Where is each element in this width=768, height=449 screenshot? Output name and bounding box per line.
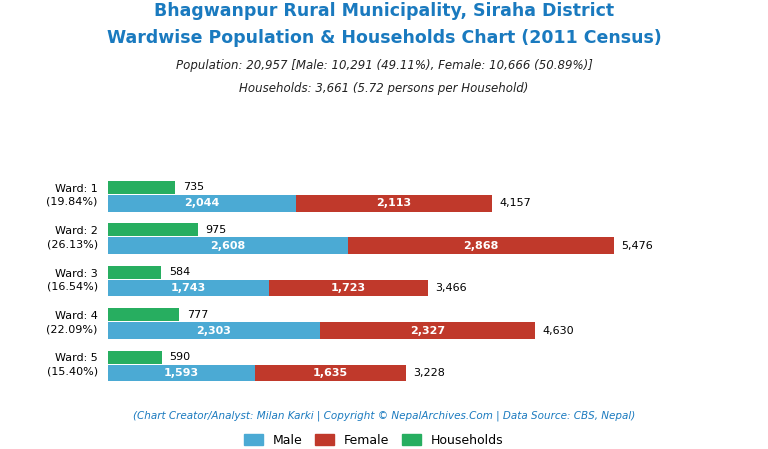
Text: 2,608: 2,608 [210,241,246,251]
Bar [108,181,175,194]
Text: 2,303: 2,303 [197,326,231,335]
Text: 1,743: 1,743 [170,283,206,293]
Text: 735: 735 [183,182,204,192]
Text: 2,044: 2,044 [184,198,220,208]
Bar [296,195,492,211]
Text: 1,635: 1,635 [313,368,348,378]
Text: Households: 3,661 (5.72 persons per Household): Households: 3,661 (5.72 persons per Hous… [240,82,528,95]
Text: Population: 20,957 [Male: 10,291 (49.11%), Female: 10,666 (50.89%)]: Population: 20,957 [Male: 10,291 (49.11%… [176,59,592,72]
Bar [108,351,162,364]
Text: 4,157: 4,157 [499,198,531,208]
Bar [255,365,406,381]
Text: 4,630: 4,630 [543,326,574,335]
Text: (Chart Creator/Analyst: Milan Karki | Copyright © NepalArchives.Com | Data Sourc: (Chart Creator/Analyst: Milan Karki | Co… [133,411,635,421]
Text: 2,113: 2,113 [376,198,412,208]
Text: 2,868: 2,868 [463,241,498,251]
Bar [108,308,179,321]
Text: 975: 975 [205,225,227,235]
Bar [108,280,269,296]
Text: 584: 584 [169,267,190,277]
Bar [108,266,161,279]
Bar [349,238,614,254]
Bar [108,365,255,381]
Text: 777: 777 [187,310,208,320]
Text: 5,476: 5,476 [621,241,653,251]
Legend: Male, Female, Households: Male, Female, Households [239,429,508,449]
Text: 3,466: 3,466 [435,283,467,293]
Text: Wardwise Population & Households Chart (2011 Census): Wardwise Population & Households Chart (… [107,29,661,47]
Bar [108,223,197,236]
Bar [108,322,320,339]
Text: 2,327: 2,327 [410,326,445,335]
Text: 590: 590 [170,352,190,362]
Text: Bhagwanpur Rural Municipality, Siraha District: Bhagwanpur Rural Municipality, Siraha Di… [154,2,614,20]
Bar [320,322,535,339]
Bar [108,195,296,211]
Text: 1,593: 1,593 [164,368,199,378]
Bar [269,280,428,296]
Text: 3,228: 3,228 [413,368,445,378]
Text: 1,723: 1,723 [330,283,366,293]
Bar [108,238,349,254]
